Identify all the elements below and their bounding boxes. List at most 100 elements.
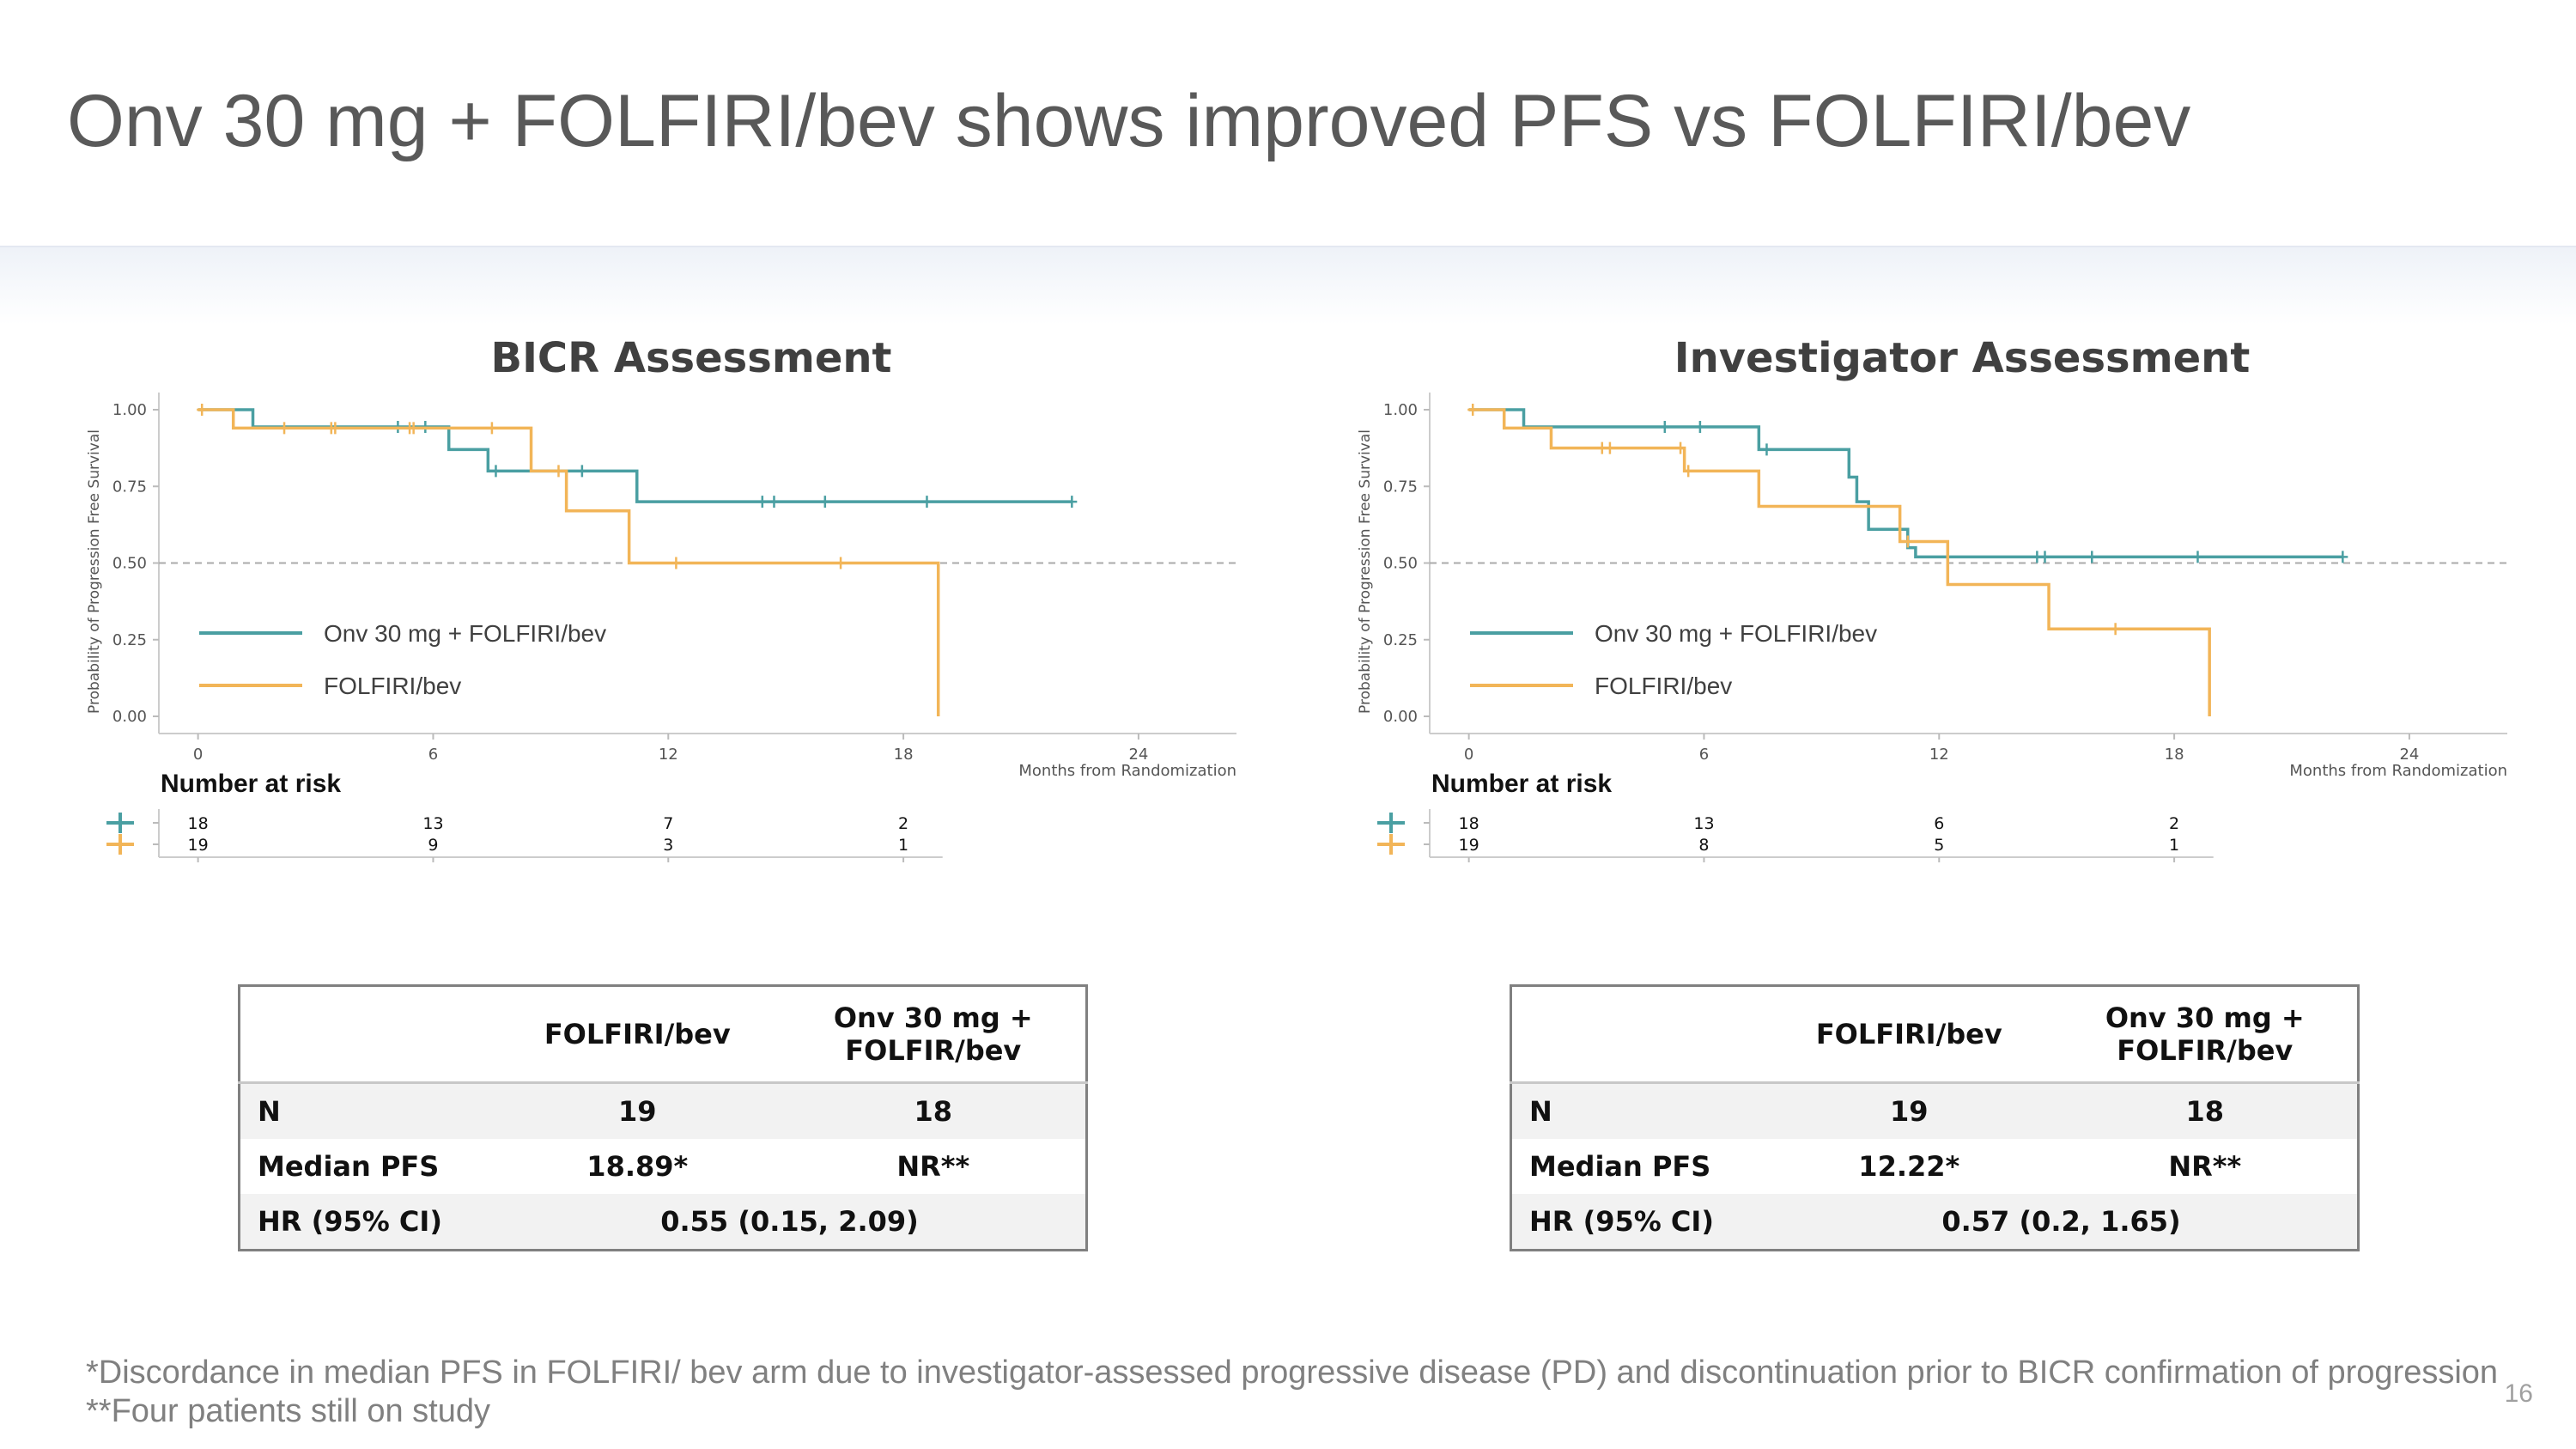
risk-count: 18 — [1459, 814, 1479, 833]
cell-hr-value: 0.55 (0.15, 2.09) — [660, 1205, 919, 1238]
censor-mark-folfiri-bev — [330, 422, 341, 435]
number-at-risk-title: Number at risk — [1431, 770, 1612, 798]
risk-count: 13 — [1693, 814, 1714, 833]
footnotes: *Discordance in median PFS in FOLFIRI/ b… — [86, 1354, 2498, 1431]
risk-row-marker-onv-30-mg-folfiri-bev — [106, 813, 134, 833]
x-tick-label: 6 — [428, 746, 438, 764]
km-curve-folfiri-bev — [197, 408, 940, 716]
footnote-discordance: *Discordance in median PFS in FOLFIRI/ b… — [86, 1355, 2499, 1391]
risk-count: 9 — [428, 836, 438, 855]
censor-mark-onv-30-mg-folfiri-bev — [2039, 551, 2050, 563]
investigator-summary-table: FOLFIRI/bev Onv 30 mg + FOLFIR/bev N 19 … — [1510, 984, 2360, 1251]
header-onv-line1: Onv 30 mg + — [2105, 1002, 2305, 1034]
header-onv-line2: FOLFIR/bev — [845, 1034, 1022, 1067]
legend-label-folfiri-bev: FOLFIRI/bev — [324, 673, 461, 699]
risk-count: 8 — [1698, 836, 1709, 855]
censor-mark-onv-30-mg-folfiri-bev — [769, 496, 780, 508]
legend-label-onv-30-mg-folfiri-bev: Onv 30 mg + FOLFIRI/bev — [1595, 620, 1877, 647]
censor-mark-folfiri-bev — [1683, 465, 1694, 478]
cell-n-folfiri: 19 — [618, 1095, 657, 1128]
slide-title: Onv 30 mg + FOLFIRI/bev shows improved P… — [67, 80, 2191, 162]
cell-n-onv: 18 — [914, 1095, 953, 1128]
y-tick-label: 0.50 — [1383, 555, 1418, 573]
cell-median-onv: NR** — [2168, 1150, 2242, 1183]
censor-mark-folfiri-bev — [408, 422, 419, 435]
y-tick-label: 0.75 — [112, 478, 147, 496]
header-folfiri: FOLFIRI/bev — [1765, 985, 2053, 1084]
km-curve-onv-30-mg-folfiri-bev — [1468, 408, 2343, 559]
cell-median-folfiri: 12.22* — [1858, 1150, 1960, 1183]
y-tick-label: 0.00 — [1383, 708, 1418, 726]
risk-count: 1 — [898, 836, 908, 855]
censor-mark-folfiri-bev — [1467, 404, 1479, 416]
legend-label-folfiri-bev: FOLFIRI/bev — [1595, 673, 1732, 699]
row-label-n: N — [1529, 1095, 1552, 1128]
risk-count: 2 — [898, 814, 908, 833]
row-label-median-pfs: Median PFS — [258, 1150, 440, 1183]
x-tick-label: 0 — [1464, 746, 1473, 764]
header-onv-line1: Onv 30 mg + — [833, 1002, 1033, 1034]
chart-title: Investigator Assessment — [1674, 334, 2251, 382]
cell-n-folfiri: 19 — [1890, 1095, 1929, 1128]
censor-mark-folfiri-bev — [553, 465, 564, 478]
censor-mark-onv-30-mg-folfiri-bev — [2192, 551, 2203, 563]
y-tick-label: 0.75 — [1383, 478, 1418, 496]
x-axis-label: Months from Randomization — [2289, 762, 2507, 780]
legend-label-onv-30-mg-folfiri-bev: Onv 30 mg + FOLFIRI/bev — [324, 620, 606, 647]
censor-mark-onv-30-mg-folfiri-bev — [490, 465, 501, 478]
title-divider-band — [0, 246, 2576, 325]
header-empty-cell — [239, 985, 494, 1084]
header-onv: Onv 30 mg + FOLFIR/bev — [2052, 985, 2359, 1084]
table-header-row: FOLFIRI/bev Onv 30 mg + FOLFIR/bev — [239, 985, 1087, 1084]
row-label-hr: HR (95% CI) — [1529, 1205, 1714, 1238]
risk-row-marker-onv-30-mg-folfiri-bev — [1377, 813, 1405, 833]
footnote-still-on-study: **Four patients still on study — [86, 1393, 491, 1429]
censor-mark-folfiri-bev — [1675, 441, 1686, 454]
table-row: Median PFS 18.89* NR** — [240, 1139, 1087, 1194]
censor-mark-onv-30-mg-folfiri-bev — [2337, 551, 2348, 563]
table-row: N 19 18 — [1510, 1082, 2359, 1139]
censor-mark-onv-30-mg-folfiri-bev — [756, 496, 768, 508]
censor-mark-folfiri-bev — [2110, 623, 2121, 636]
cell-hr-value: 0.57 (0.2, 1.65) — [1941, 1205, 2181, 1238]
row-label-n: N — [258, 1095, 281, 1128]
x-tick-label: 12 — [1929, 746, 1949, 764]
risk-count: 18 — [188, 814, 209, 833]
risk-count: 2 — [2169, 814, 2179, 833]
x-tick-label: 24 — [1128, 746, 1148, 764]
censor-mark-folfiri-bev — [279, 422, 290, 435]
table-header-row: FOLFIRI/bev Onv 30 mg + FOLFIR/bev — [1510, 985, 2359, 1084]
x-tick-label: 18 — [894, 746, 914, 764]
censor-mark-folfiri-bev — [1604, 441, 1615, 454]
x-tick-label: 12 — [659, 746, 678, 764]
header-folfiri: FOLFIRI/bev — [494, 985, 781, 1084]
censor-mark-folfiri-bev — [671, 557, 682, 569]
table-row: HR (95% CI) 0.57 (0.2, 1.65) — [1510, 1194, 2359, 1251]
x-tick-label: 0 — [193, 746, 203, 764]
censor-mark-folfiri-bev — [197, 404, 208, 416]
cell-n-onv: 18 — [2185, 1095, 2225, 1128]
number-at-risk-title: Number at risk — [161, 770, 341, 798]
row-label-median-pfs: Median PFS — [1529, 1150, 1711, 1183]
y-tick-label: 0.25 — [112, 631, 147, 649]
censor-mark-folfiri-bev — [1902, 535, 1913, 548]
investigator-km-chart: Investigator Assessment 0.00 0.25 0.50 0.75 1… — [1357, 334, 2507, 862]
km-curve-folfiri-bev — [1468, 408, 2211, 716]
y-tick-label: 1.00 — [1383, 401, 1418, 419]
chart-title: BICR Assessment — [490, 334, 891, 382]
risk-count: 6 — [1934, 814, 1944, 833]
censor-mark-onv-30-mg-folfiri-bev — [1066, 496, 1078, 508]
censor-mark-onv-30-mg-folfiri-bev — [921, 496, 933, 508]
cell-median-folfiri: 18.89* — [586, 1150, 689, 1183]
risk-count: 3 — [663, 836, 673, 855]
y-tick-label: 0.00 — [112, 708, 147, 726]
risk-count: 5 — [1934, 836, 1944, 855]
bicr-summary-table: FOLFIRI/bev Onv 30 mg + FOLFIR/bev N 19 … — [238, 984, 1088, 1251]
risk-row-marker-folfiri-bev — [1377, 834, 1405, 855]
table-row: HR (95% CI) 0.55 (0.15, 2.09) — [239, 1194, 1087, 1251]
censor-mark-folfiri-bev — [486, 422, 497, 435]
x-tick-label: 18 — [2165, 746, 2184, 764]
censor-mark-onv-30-mg-folfiri-bev — [1694, 420, 1705, 433]
km-curve-onv-30-mg-folfiri-bev — [197, 408, 1072, 503]
